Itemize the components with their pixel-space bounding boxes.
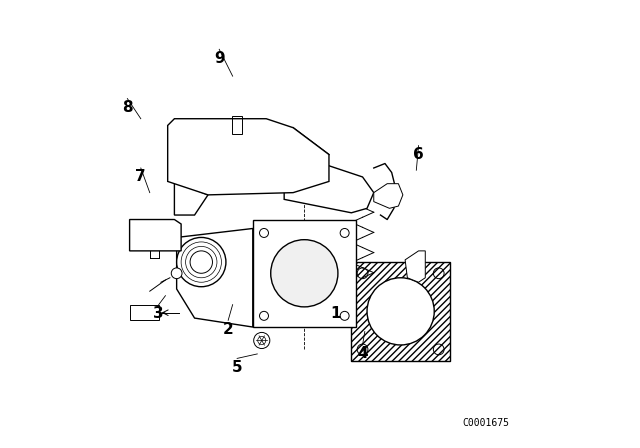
Polygon shape [174, 181, 208, 215]
Polygon shape [253, 220, 356, 327]
Text: 2: 2 [223, 322, 234, 337]
Polygon shape [374, 184, 403, 208]
Text: 7: 7 [136, 169, 146, 185]
Circle shape [177, 237, 226, 287]
Polygon shape [168, 119, 329, 195]
Circle shape [172, 268, 182, 279]
Circle shape [271, 240, 338, 307]
Text: 5: 5 [232, 360, 243, 375]
Text: C0001675: C0001675 [462, 418, 509, 428]
Polygon shape [284, 166, 374, 213]
Polygon shape [405, 251, 425, 282]
Polygon shape [177, 228, 253, 327]
Text: 6: 6 [413, 147, 424, 162]
Circle shape [253, 332, 270, 349]
Polygon shape [130, 220, 181, 251]
Circle shape [367, 278, 435, 345]
Text: 4: 4 [357, 346, 368, 362]
Text: 8: 8 [122, 100, 132, 115]
Text: 1: 1 [330, 306, 341, 321]
Text: 3: 3 [154, 306, 164, 321]
Polygon shape [130, 305, 159, 320]
Text: 9: 9 [214, 51, 225, 66]
